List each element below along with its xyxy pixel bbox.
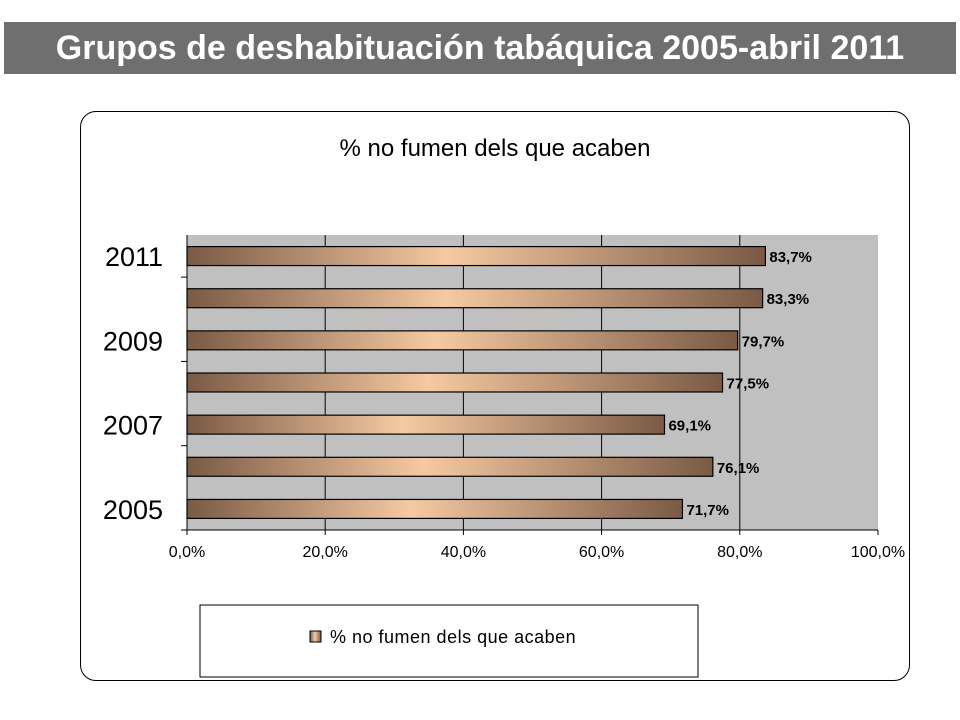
legend-swatch	[309, 630, 322, 643]
data-label: 77,5%	[727, 376, 770, 393]
y-category-label: 2005	[103, 495, 163, 525]
bar	[186, 414, 666, 435]
bar	[186, 456, 714, 477]
data-label: 83,3%	[767, 291, 810, 308]
data-label: 83,7%	[769, 249, 812, 266]
y-category-label: 2007	[103, 411, 163, 441]
x-tick-label: 40,0%	[441, 544, 486, 561]
x-tick-label: 60,0%	[579, 544, 624, 561]
bar-chart: % no fumen dels que acaben 0,0% 20,0% 40,0…	[103, 135, 905, 678]
page-title: Grupos de deshabituación tabáquica 2005-…	[4, 22, 956, 74]
x-tick-label: 20,0%	[303, 544, 348, 561]
y-category-label: 2009	[103, 326, 163, 356]
data-label: 69,1%	[668, 418, 711, 435]
data-label: 71,7%	[686, 502, 729, 519]
x-tick-label: 0,0%	[169, 544, 205, 561]
bar	[186, 288, 764, 309]
bar	[186, 372, 724, 393]
x-tick-label: 80,0%	[717, 544, 762, 561]
y-category-label: 2011	[105, 242, 163, 272]
legend-label: % no fumen dels que acaben	[330, 627, 576, 647]
chart-title: % no fumen dels que acaben	[340, 135, 651, 162]
data-label: 76,1%	[717, 460, 760, 477]
data-label: 79,7%	[742, 333, 785, 350]
bar	[186, 330, 739, 351]
bar	[186, 245, 766, 267]
bar	[186, 498, 684, 520]
x-tick-label: 100,0%	[851, 544, 905, 561]
chart-container: % no fumen dels que acaben 0,0% 20,0% 40,0…	[80, 111, 910, 681]
legend-box	[199, 604, 699, 678]
